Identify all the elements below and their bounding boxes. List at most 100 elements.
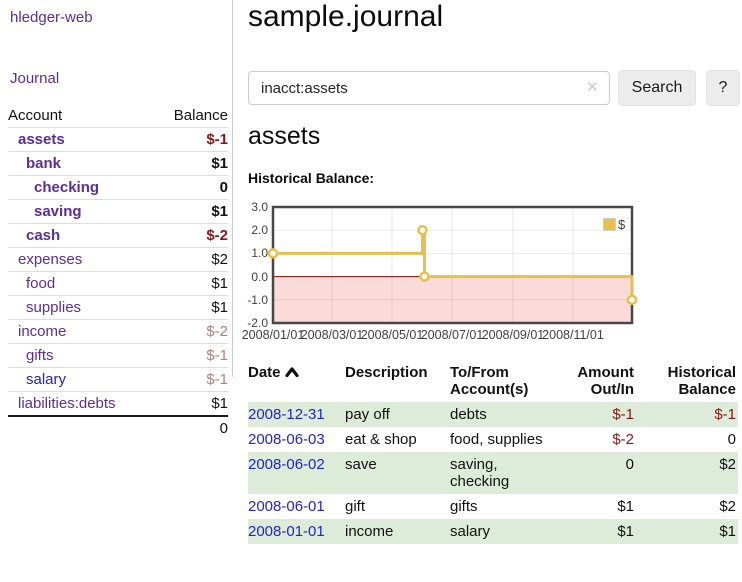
account-heading: assets xyxy=(248,122,321,150)
data-point-marker xyxy=(419,271,430,282)
header-date[interactable]: Date xyxy=(248,360,345,402)
transaction-balance-cell: $2 xyxy=(719,498,736,515)
transaction-date-cell: 2008-06-01 xyxy=(248,494,345,519)
negative-region xyxy=(273,276,632,323)
accounts-balance-table: Account Balance assets $-1 bank $1 checking 0… xyxy=(8,104,228,440)
account-balance: $-2 xyxy=(206,323,228,340)
account-balance: $2 xyxy=(211,251,228,268)
account-balance: $1 xyxy=(211,203,228,220)
help-button[interactable]: ? xyxy=(706,70,740,106)
legend-label: $ xyxy=(618,217,626,232)
y-axis-tick-label: 3.0 xyxy=(251,200,268,214)
journal-nav-link[interactable]: Journal xyxy=(10,70,60,87)
accounts-header-account: Account xyxy=(8,107,63,124)
data-point-marker xyxy=(417,224,428,236)
transaction-accounts-cell: debts xyxy=(450,402,560,427)
account-balance: $-1 xyxy=(206,371,228,388)
page-title: sample.journal xyxy=(248,0,444,33)
transaction-accounts-cell: gifts xyxy=(450,498,478,515)
transaction-description-cell: pay off xyxy=(345,402,450,427)
account-link-income[interactable]: income xyxy=(18,323,67,340)
transaction-accounts-cell: saving, checking xyxy=(450,452,560,494)
account-row: salary $-1 xyxy=(8,367,228,392)
y-axis-tick-label: 0.0 xyxy=(251,269,268,284)
x-axis-tick-label: 2008/01/01 xyxy=(241,328,305,342)
transaction-date-cell: 2008-06-02 xyxy=(248,452,345,494)
transaction-amount-cell: $1 xyxy=(560,519,642,544)
header-accounts: To/From Account(s) xyxy=(450,364,529,398)
transaction-date-link[interactable]: 2008-06-02 xyxy=(248,456,325,473)
data-point-marker xyxy=(267,248,279,259)
search-form: ✕ Search ? xyxy=(248,70,742,106)
account-balance: $1 xyxy=(211,275,228,292)
x-axis-tick-label: 2008/09/01 xyxy=(481,328,545,342)
legend-swatch-icon xyxy=(603,218,616,231)
x-axis-tick-label: 2008/03/01 xyxy=(300,328,364,342)
sidebar: hledger-web Journal Account Balance asse… xyxy=(0,0,233,437)
account-link-bank[interactable]: bank xyxy=(26,155,62,172)
account-link-saving[interactable]: saving xyxy=(34,203,82,220)
account-balance: 0 xyxy=(219,179,228,196)
account-balance: $1 xyxy=(211,155,228,172)
transaction-date-link[interactable]: 2008-06-01 xyxy=(248,498,325,515)
account-link-expenses[interactable]: expenses xyxy=(18,251,83,268)
account-balance: $-1 xyxy=(206,131,228,148)
account-row: saving $1 xyxy=(8,199,228,224)
account-row: cash $-2 xyxy=(8,223,228,248)
account-link-checking[interactable]: checking xyxy=(34,179,100,196)
accounts-header-balance: Balance xyxy=(173,107,228,124)
account-link-food[interactable]: food xyxy=(26,275,56,292)
transaction-date-link[interactable]: 2008-12-31 xyxy=(248,406,325,423)
y-axis-tick-label: -1.0 xyxy=(247,292,268,307)
transactions-table: Date Description To/From Account(s) Amou… xyxy=(248,360,738,544)
account-link-salary[interactable]: salary xyxy=(26,371,67,388)
account-row: expenses $2 xyxy=(8,247,228,272)
transaction-balance-cell: $2 xyxy=(642,452,738,494)
transaction-date-cell: 2008-12-31 xyxy=(248,402,345,427)
account-row: income $-2 xyxy=(8,319,228,344)
transaction-amount-cell: $1 xyxy=(617,498,634,515)
account-row: assets $-1 xyxy=(8,127,228,152)
account-balance: $1 xyxy=(211,395,228,412)
app-title[interactable]: hledger-web xyxy=(10,9,93,26)
account-row: bank $1 xyxy=(8,151,228,176)
transaction-date-link[interactable]: 2008-06-03 xyxy=(248,431,325,448)
account-balance: $-1 xyxy=(206,347,228,364)
transaction-description-cell: save xyxy=(345,452,450,494)
account-link-liabilities:debts[interactable]: liabilities:debts xyxy=(18,395,116,412)
clear-search-icon[interactable]: ✕ xyxy=(586,79,599,96)
transaction-balance-cell: 0 xyxy=(727,431,736,448)
chevron-up-icon xyxy=(284,365,299,382)
transaction-row: 2008-06-03 eat & shop food, supplies $-2 0 xyxy=(248,427,738,452)
account-link-cash[interactable]: cash xyxy=(26,227,61,244)
transaction-balance-cell: $1 xyxy=(642,519,738,544)
header-description: Description xyxy=(345,364,428,381)
historical-balance-chart: $ 3.0 2.0 1.0 0.0 -1.0 -2.0 2008/01/01 2008/03/… xyxy=(242,200,742,350)
account-row: checking 0 xyxy=(8,175,228,200)
transaction-row: 2008-06-01 gift gifts $1 $2 xyxy=(248,494,738,519)
transaction-accounts-cell: food, supplies xyxy=(450,431,543,448)
transaction-amount-cell: $-2 xyxy=(612,431,634,448)
transaction-description-cell: eat & shop xyxy=(345,431,417,448)
transaction-description-cell: income xyxy=(345,519,450,544)
account-row: supplies $1 xyxy=(8,295,228,320)
transaction-date-link[interactable]: 2008-01-01 xyxy=(248,523,325,540)
account-balance: $-2 xyxy=(206,227,228,244)
transactions-header-row: Date Description To/From Account(s) Amou… xyxy=(248,360,738,402)
y-axis-tick-label: 2.0 xyxy=(251,223,268,238)
header-balance: Historical Balance xyxy=(667,364,736,398)
account-balance: $1 xyxy=(211,299,228,316)
x-axis-tick-label: 2008/11/01 xyxy=(542,328,604,342)
transaction-row: 2008-06-02 save saving, checking 0 $2 xyxy=(248,452,738,494)
chart-heading: Historical Balance: xyxy=(248,170,375,186)
account-link-gifts[interactable]: gifts xyxy=(26,347,54,364)
accounts-total-row: 0 xyxy=(8,416,228,440)
transaction-amount-cell: $-1 xyxy=(560,402,642,427)
search-input[interactable] xyxy=(248,71,610,105)
search-button[interactable]: Search xyxy=(618,70,696,106)
header-amount: Amount Out/In xyxy=(577,364,634,398)
plot-border xyxy=(271,205,634,325)
account-link-supplies[interactable]: supplies xyxy=(26,299,82,316)
account-link-assets[interactable]: assets xyxy=(18,131,65,148)
